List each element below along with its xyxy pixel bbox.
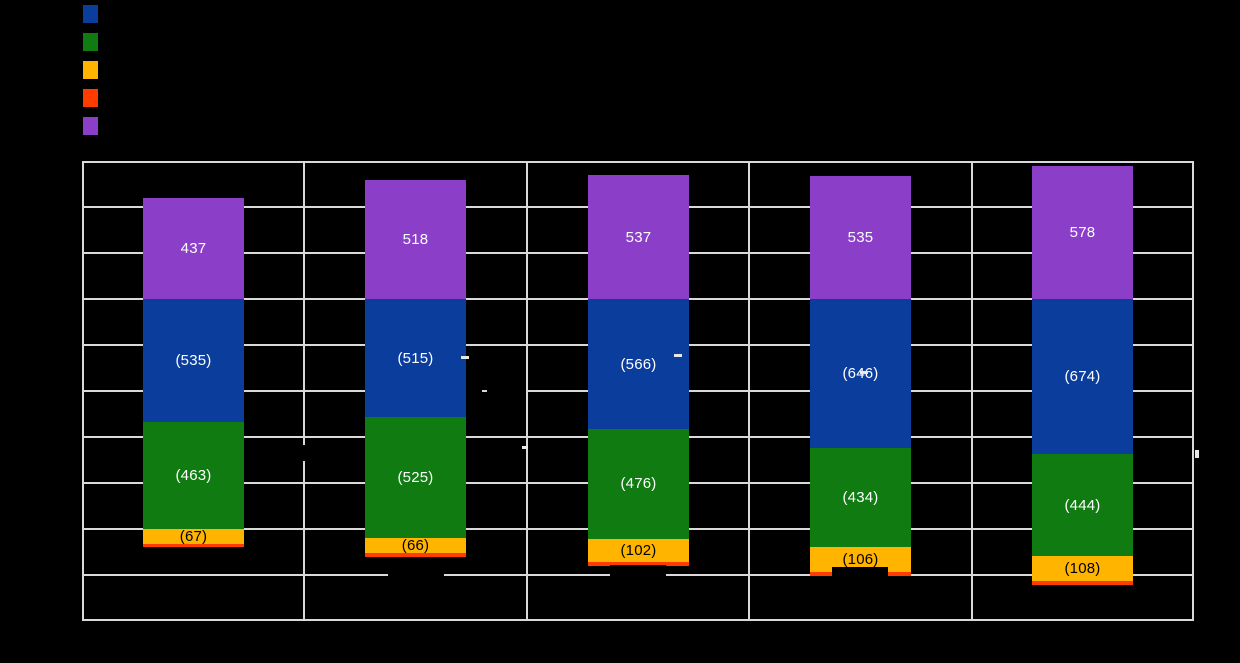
bar-segment-purple: 535	[810, 175, 911, 299]
bar-label-green: (434)	[842, 488, 879, 506]
bar-segment-green: (434)	[810, 447, 911, 548]
legend-swatch-red	[83, 89, 98, 107]
white-dash-artifact	[461, 356, 469, 359]
white-dash-artifact	[522, 446, 528, 449]
bar-segment-amber: (67)	[143, 527, 244, 545]
legend-swatch-blue	[83, 5, 98, 23]
bar-segment-purple: 437	[143, 198, 244, 299]
bar-segment-green: (525)	[365, 417, 466, 539]
bar-label-purple: 578	[1069, 224, 1096, 242]
bar-segment-blue: (674)	[1032, 299, 1133, 455]
bar-segment-amber: (108)	[1032, 556, 1133, 581]
bar-label-blue: (515)	[397, 349, 434, 367]
legend-swatch-amber	[83, 61, 98, 79]
plot-border-vertical	[1192, 161, 1194, 621]
plot-border-horizontal	[82, 619, 1194, 621]
bar-label-purple: 535	[847, 228, 874, 246]
bar-label-purple: 437	[180, 240, 207, 258]
bar-label-green: (525)	[397, 469, 434, 487]
legend-swatch-purple	[83, 117, 98, 135]
bar-label-blue: (566)	[620, 355, 657, 373]
plot-border-horizontal	[82, 161, 1194, 163]
bar-label-amber: (106)	[842, 551, 879, 569]
plot-border-vertical	[82, 161, 84, 621]
bar-segment-blue: (515)	[365, 299, 466, 418]
category-separator	[303, 161, 305, 621]
gridline-gap-artifact	[832, 567, 888, 583]
bar-segment-blue: (566)	[588, 299, 689, 430]
bar-segment-red	[588, 562, 689, 567]
bar-label-purple: 518	[402, 230, 429, 248]
bar-segment-green: (476)	[588, 429, 689, 539]
bar-label-amber: (102)	[620, 541, 657, 559]
white-dash-artifact	[860, 371, 868, 374]
bar-label-amber: (66)	[401, 537, 430, 555]
bar-segment-purple: 537	[588, 175, 689, 299]
category-separator	[971, 161, 973, 621]
legend	[83, 5, 98, 145]
gridline-gap-artifact	[302, 445, 306, 461]
bar-segment-green: (444)	[1032, 454, 1133, 557]
gridline-gap-artifact	[388, 567, 444, 583]
bar-label-green: (444)	[1064, 496, 1101, 514]
bar-segment-amber: (102)	[588, 538, 689, 563]
bar-label-amber: (108)	[1064, 560, 1101, 578]
plot-area: (535) (463) (67) 437 (515) (525) (66) 518 (566) (…	[82, 161, 1194, 621]
bar-segment-red	[365, 553, 466, 558]
bar-label-purple: 537	[625, 228, 652, 246]
white-dash-artifact	[1195, 450, 1199, 458]
bar-segment-purple: 518	[365, 179, 466, 299]
bar-label-blue: (674)	[1064, 368, 1101, 385]
white-dash-artifact	[674, 354, 682, 357]
bar-segment-green: (463)	[143, 422, 244, 529]
bar-segment-purple: 578	[1032, 166, 1133, 299]
bar-label-amber: (67)	[179, 527, 208, 545]
bar-segment-red	[143, 543, 244, 547]
bar-label-green: (463)	[175, 466, 212, 484]
bar-label-blue: (535)	[175, 352, 212, 370]
gridline-gap-artifact	[487, 385, 526, 400]
bar-segment-red	[1032, 580, 1133, 585]
bar-segment-blue: (535)	[143, 299, 244, 423]
gridline-gap-artifact	[466, 385, 482, 400]
gridline-gap-artifact	[610, 565, 666, 581]
legend-swatch-green	[83, 33, 98, 51]
bar-segment-amber: (66)	[365, 537, 466, 555]
bar-label-green: (476)	[620, 475, 657, 493]
category-separator	[748, 161, 750, 621]
category-separator	[526, 161, 528, 621]
